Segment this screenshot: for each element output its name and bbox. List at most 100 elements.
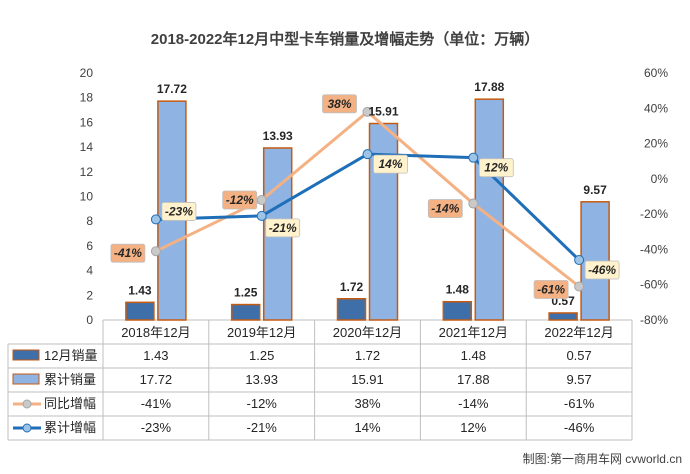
bar-monthly [125, 301, 155, 321]
x-category-label: 2022年12月 [544, 325, 613, 340]
yoy-growth-label-box [322, 94, 357, 114]
table-cell: -21% [247, 420, 278, 435]
bar-value-label: 13.93 [263, 129, 293, 143]
y-right-tick-label: -20% [640, 207, 668, 221]
bar-value-label: 15.91 [368, 105, 398, 119]
table-cell: 0.57 [566, 348, 591, 363]
table-cell: -41% [141, 396, 172, 411]
x-category-label: 2020年12月 [333, 325, 402, 340]
bar-value-label: 1.43 [128, 283, 152, 297]
y-right-tick-label: -80% [640, 313, 668, 327]
yoy-growth-label: 38% [327, 97, 351, 111]
table-cell: -23% [141, 420, 172, 435]
line-point [574, 255, 585, 266]
bar-value-label: 1.72 [340, 280, 364, 294]
y-left-tick-label: 12 [80, 165, 94, 179]
legend-key-marker [22, 423, 32, 433]
line-point [468, 198, 479, 209]
cum-growth-label: -23% [165, 204, 193, 218]
y-right-tick-label: -60% [640, 278, 668, 292]
yoy-growth-label-box [222, 190, 258, 210]
legend-series-name: 12月销量 [44, 348, 97, 363]
credit-text: 制图:第一商用车网 cvworld.cn [523, 451, 682, 466]
yoy-growth-label: -61% [537, 282, 565, 296]
y-left-tick-label: 16 [80, 115, 94, 129]
line-point [150, 246, 161, 257]
axes: 0 2 4 6 8 10 12 14 16 18 20 -80% -60% -40% -20% 0% 20% 40… [80, 66, 669, 327]
bar-value-label: 9.57 [583, 183, 607, 197]
line-point [150, 214, 161, 225]
table-cell: 17.72 [140, 372, 173, 387]
y-right-tick-label: 20% [644, 137, 668, 151]
table-cell: 1.48 [461, 348, 486, 363]
x-category-label: 2019年12月 [227, 325, 296, 340]
yoy-growth-label: -14% [431, 202, 459, 216]
table-cell: 13.93 [245, 372, 278, 387]
data-labels: 1.43 1.25 1.72 1.480.5717.7213.9315.9117.88… [110, 80, 620, 308]
y-right-tick-label: 0% [651, 172, 669, 186]
legend-key-bar [12, 349, 40, 361]
y-left-tick-label: 10 [80, 190, 94, 204]
cum-growth-label: -46% [588, 263, 616, 277]
table-cell: 17.88 [457, 372, 490, 387]
table-cell: -61% [564, 396, 595, 411]
y-left-tick-label: 20 [80, 66, 94, 80]
bar-value-label: 1.48 [446, 283, 470, 297]
cum-growth-label-box [373, 154, 408, 174]
y-left-tick-label: 4 [86, 264, 93, 278]
data-table: 2018年12月 2019年12月 2020年12月 2021年12月 2022年12月… [7, 320, 633, 441]
legend-key-marker [22, 399, 32, 409]
table-cell: 1.25 [249, 348, 274, 363]
bar-monthly [336, 298, 367, 321]
yoy-growth-label: -41% [114, 246, 142, 260]
table-cell: 38% [354, 396, 380, 411]
x-category-label: 2021年12月 [439, 325, 508, 340]
yoy-growth-label-box [110, 243, 146, 263]
yoy-growth-label-box [427, 199, 463, 218]
legend-series-name: 同比增幅 [44, 396, 96, 411]
line-point [574, 281, 585, 292]
cum-growth-label-box [265, 218, 301, 238]
cum-growth-label-box [161, 202, 197, 221]
bar-monthly [230, 303, 261, 321]
table-cell: 14% [354, 420, 380, 435]
bar-monthly [442, 300, 473, 321]
legend-series-name: 累计增幅 [44, 420, 96, 435]
bar-monthly [548, 312, 578, 321]
table-cell: 12% [460, 420, 486, 435]
line-point [256, 195, 267, 206]
y-right-tick-label: 40% [644, 101, 668, 115]
cum-growth-label: -21% [269, 221, 297, 235]
table-cell: 1.72 [355, 348, 380, 363]
table-cell: -14% [458, 396, 489, 411]
y-left-tick-label: 8 [86, 214, 93, 228]
y-left-tick-label: 2 [86, 288, 93, 302]
table-cell: -46% [564, 420, 595, 435]
yoy-growth-label: -12% [226, 193, 254, 207]
bar-value-label: 17.88 [474, 80, 504, 94]
legend-series-name: 累计销量 [44, 372, 96, 387]
y-left-tick-label: 18 [80, 91, 94, 105]
y-left-tick-label: 6 [86, 239, 93, 253]
chart-title: 2018-2022年12月中型卡车销量及增幅走势（单位：万辆） [151, 30, 539, 48]
cum-growth-label: 12% [484, 161, 508, 175]
legend-key-bar [12, 373, 40, 385]
table-cell: -12% [247, 396, 278, 411]
cum-growth-label-box [584, 260, 620, 280]
line-cumulative-growth [155, 152, 581, 262]
line-point [468, 152, 479, 163]
y-right-tick-label: 60% [644, 66, 668, 80]
lines [150, 106, 585, 292]
y-right-tick-label: -40% [640, 242, 668, 256]
y-left-tick-label: 0 [86, 313, 93, 327]
cum-growth-label-box [478, 158, 514, 178]
bar-value-label: 17.72 [157, 82, 187, 96]
y-left-tick-label: 14 [80, 140, 94, 154]
line-point [362, 106, 373, 117]
table-cell: 15.91 [351, 372, 384, 387]
table-cell: 9.57 [566, 372, 591, 387]
table-cell: 1.43 [143, 348, 168, 363]
yoy-growth-label-box [533, 280, 569, 299]
x-category-label: 2018年12月 [121, 325, 190, 340]
